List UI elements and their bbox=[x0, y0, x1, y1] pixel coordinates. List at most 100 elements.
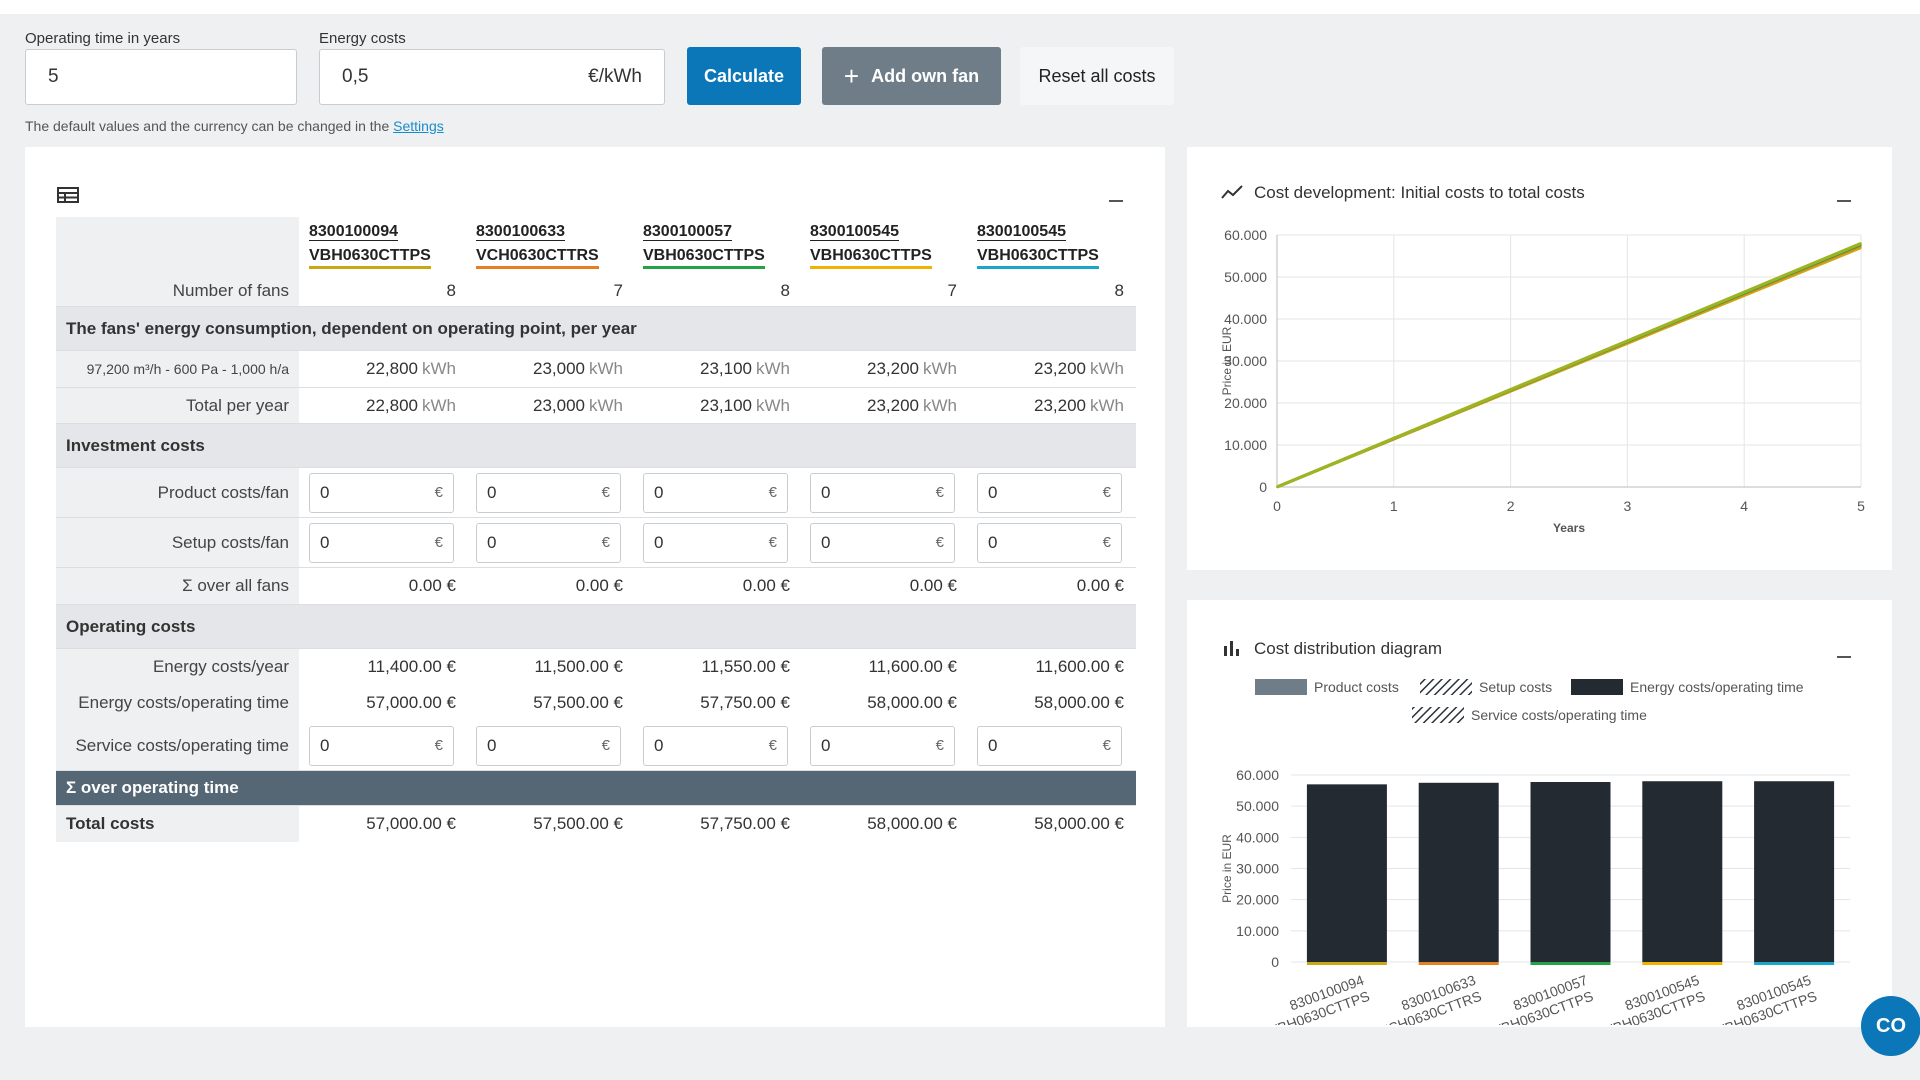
service-costs-input[interactable]: 0 € bbox=[309, 725, 454, 766]
setup-costs-input[interactable]: 0 € bbox=[810, 522, 955, 563]
product-costs-input[interactable]: 0 € bbox=[977, 472, 1122, 513]
y-tick-label: 0 bbox=[1271, 954, 1279, 970]
fan-model[interactable]: VBH0630CTTPS bbox=[810, 247, 932, 269]
fan-column-header[interactable]: 8300100545 VBH0630CTTPS bbox=[967, 217, 1134, 275]
minimize-table-button[interactable] bbox=[1109, 200, 1123, 202]
service-costs-input[interactable]: 0 € bbox=[977, 725, 1122, 766]
product-costs-input[interactable]: 0 € bbox=[643, 472, 788, 513]
energy-costs-time-row: Energy costs/operating time 57,000.00 € 5… bbox=[56, 685, 1136, 721]
line-chart: 60.000 50.000 40.000 30.000 20.000 10.000 00 1 2… bbox=[1220, 227, 1865, 535]
fan-model[interactable]: VCH0630CTTRS bbox=[476, 247, 599, 269]
energy-cost-bar[interactable] bbox=[1530, 782, 1611, 962]
x-axis-title: Years bbox=[1553, 521, 1585, 535]
add-own-fan-button[interactable]: + Add own fan bbox=[822, 47, 1001, 105]
energy-op-cell: 23,200 kWh bbox=[967, 351, 1134, 387]
y-tick-label: 10.000 bbox=[1224, 437, 1267, 453]
energy-year-cell-value: 11,400.00 € bbox=[367, 657, 456, 676]
setup-costs-row: Setup costs/fan 0 € 0 € 0 € 0 € 0 € bbox=[56, 518, 1136, 568]
chat-button[interactable]: CO bbox=[1861, 996, 1920, 1056]
total-costs-cell-value: 57,000.00 € bbox=[366, 814, 456, 833]
reset-all-costs-button[interactable]: Reset all costs bbox=[1020, 47, 1174, 105]
energy-time-cell-value: 57,750.00 € bbox=[700, 693, 790, 712]
legend-label[interactable]: Product costs bbox=[1314, 679, 1399, 695]
energy-year-cell: 11,550.00 € bbox=[633, 649, 800, 685]
product-costs-input[interactable]: 0 € bbox=[810, 472, 955, 513]
product-costs-value: 0 bbox=[988, 482, 998, 502]
top-strip bbox=[0, 0, 1920, 14]
unit-label: kWh bbox=[1090, 395, 1124, 415]
energy-time-cell-value: 58,000.00 € bbox=[867, 693, 957, 712]
energy-cost-bar[interactable] bbox=[1306, 784, 1387, 962]
legend-label[interactable]: Energy costs/operating time bbox=[1630, 679, 1804, 695]
euro-unit: € bbox=[768, 534, 777, 551]
fan-model[interactable]: VBH0630CTTPS bbox=[643, 247, 765, 269]
service-costs-input[interactable]: 0 € bbox=[643, 725, 788, 766]
energy-costs-input[interactable]: 0,5 €/kWh bbox=[319, 49, 665, 105]
euro-unit: € bbox=[601, 484, 610, 501]
setup-costs-cell: 0 € bbox=[633, 518, 800, 567]
energy-op-cell: 23,000 kWh bbox=[466, 351, 633, 387]
energy-cost-bar[interactable] bbox=[1642, 781, 1723, 962]
energy-time-cell-value: 57,000.00 € bbox=[366, 693, 456, 712]
y-tick-label: 60.000 bbox=[1224, 227, 1267, 243]
fan-column-header[interactable]: 8300100094 VBH0630CTTPS bbox=[299, 217, 466, 275]
product-costs-input[interactable]: 0 € bbox=[476, 472, 621, 513]
fan-model[interactable]: VBH0630CTTPS bbox=[977, 247, 1099, 269]
fan-column-header[interactable]: 8300100633 VCH0630CTTRS bbox=[466, 217, 633, 275]
product-costs-row: Product costs/fan 0 € 0 € 0 € 0 € 0 € bbox=[56, 468, 1136, 518]
product-costs-value: 0 bbox=[487, 482, 497, 502]
euro-unit: € bbox=[434, 737, 443, 754]
product-costs-value: 0 bbox=[821, 482, 831, 502]
operating-time-input[interactable]: 5 bbox=[25, 49, 297, 105]
energy-year-cell-value: 11,550.00 € bbox=[701, 657, 790, 676]
energy-total-cell-value: 23,200 bbox=[867, 395, 919, 415]
service-costs-input[interactable]: 0 € bbox=[810, 725, 955, 766]
legend-swatch bbox=[1412, 707, 1464, 723]
setup-costs-input[interactable]: 0 € bbox=[643, 522, 788, 563]
setup-costs-input[interactable]: 0 € bbox=[977, 522, 1122, 563]
cost-line-point bbox=[1860, 242, 1862, 245]
unit-label: kWh bbox=[589, 395, 623, 415]
legend-label[interactable]: Service costs/operating time bbox=[1471, 707, 1647, 723]
operating-time-label: Operating time in years bbox=[25, 30, 181, 47]
energy-cost-bar[interactable] bbox=[1418, 782, 1499, 962]
settings-hint: The default values and the currency can … bbox=[25, 118, 444, 134]
unit-label: kWh bbox=[589, 359, 623, 378]
fan-part-number[interactable]: 8300100633 bbox=[476, 223, 565, 240]
unit-label: kWh bbox=[1090, 359, 1124, 378]
operating-point-row: 97,200 m³/h - 600 Pa - 1,000 h/a 22,800 k… bbox=[56, 351, 1136, 388]
energy-costs-unit: €/kWh bbox=[588, 66, 642, 87]
fan-count-cell-value: 8 bbox=[446, 280, 456, 300]
energy-year-cell: 11,600.00 € bbox=[967, 649, 1134, 685]
energy-cost-bar[interactable] bbox=[1754, 781, 1835, 962]
fan-column-header[interactable]: 8300100057 VBH0630CTTPS bbox=[633, 217, 800, 275]
cost-line-point bbox=[1743, 291, 1745, 293]
add-own-fan-label: Add own fan bbox=[871, 65, 980, 86]
product-costs-cell: 0 € bbox=[299, 468, 466, 517]
fan-part-number[interactable]: 8300100545 bbox=[810, 223, 899, 240]
x-tick-label: 0 bbox=[1273, 498, 1281, 514]
service-costs-input[interactable]: 0 € bbox=[476, 725, 621, 766]
setup-costs-input[interactable]: 0 € bbox=[476, 522, 621, 563]
fan-part-number[interactable]: 8300100094 bbox=[309, 223, 398, 240]
calculate-button[interactable]: Calculate bbox=[687, 47, 801, 105]
legend-label[interactable]: Setup costs bbox=[1479, 679, 1552, 695]
fan-part-number[interactable]: 8300100545 bbox=[977, 223, 1066, 240]
y-tick-label: 10.000 bbox=[1236, 923, 1279, 939]
minimize-bar-chart-button[interactable] bbox=[1837, 656, 1851, 658]
fan-model[interactable]: VBH0630CTTPS bbox=[309, 247, 431, 269]
setup-costs-input[interactable]: 0 € bbox=[309, 522, 454, 563]
minimize-line-chart-button[interactable] bbox=[1837, 200, 1851, 202]
y-axis-title: Price in EUR bbox=[1220, 834, 1234, 903]
table-icon bbox=[57, 187, 79, 203]
table-header-row: 8300100094 VBH0630CTTPS 8300100633 VCH063… bbox=[56, 217, 1136, 275]
fan-part-number[interactable]: 8300100057 bbox=[643, 223, 732, 240]
energy-year-cell-value: 11,500.00 € bbox=[534, 657, 623, 676]
service-costs-value: 0 bbox=[988, 735, 998, 755]
product-costs-input[interactable]: 0 € bbox=[309, 472, 454, 513]
fan-column-header[interactable]: 8300100545 VBH0630CTTPS bbox=[800, 217, 967, 275]
energy-total-cell: 23,200 kWh bbox=[967, 388, 1134, 423]
total-costs-cell: 57,500.00 € bbox=[466, 806, 633, 842]
energy-year-cell-value: 11,600.00 € bbox=[1035, 657, 1124, 676]
settings-link[interactable]: Settings bbox=[393, 118, 444, 134]
